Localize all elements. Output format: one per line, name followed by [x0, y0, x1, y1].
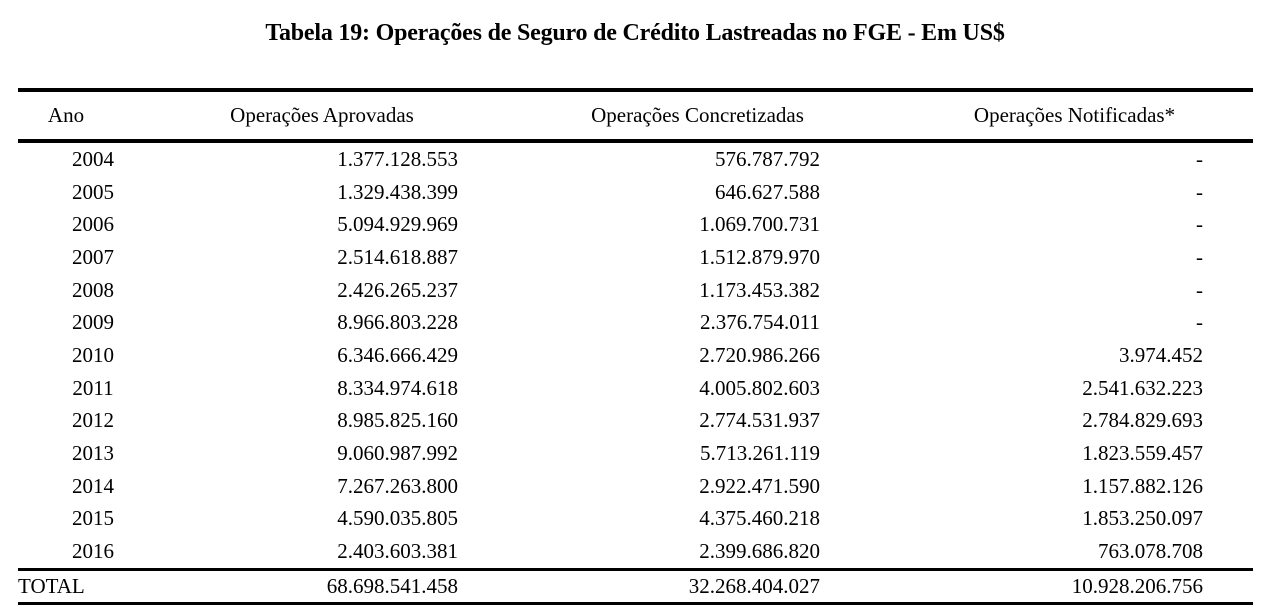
year-cell: 2008 [72, 277, 114, 302]
total-aprovadas-cell: 68.698.541.458 [150, 567, 480, 605]
aprovadas-cell: 2.514.618.887 [337, 244, 458, 269]
notificadas-cell: - [1196, 179, 1203, 204]
concretizadas-cell: 4.005.802.603 [699, 375, 820, 400]
year-cell: 2015 [72, 506, 114, 531]
total-concretizadas-cell: 32.268.404.027 [480, 567, 870, 605]
year-cell: 2006 [72, 212, 114, 237]
concretizadas-cell: 1.069.700.731 [699, 212, 820, 237]
notificadas-cell: - [1196, 310, 1203, 335]
notificadas-cell: 1.157.882.126 [1082, 473, 1203, 498]
notificadas-cell: - [1196, 212, 1203, 237]
table-row: 2014 7.267.263.800 2.922.471.590 1.157.8… [18, 470, 1253, 503]
table-row: 2004 1.377.128.553 576.787.792 - [18, 141, 1253, 176]
total-row: TOTAL 68.698.541.458 32.268.404.027 10.9… [18, 567, 1253, 605]
notificadas-cell: - [1196, 146, 1203, 171]
aprovadas-cell: 8.985.825.160 [337, 408, 458, 433]
concretizadas-cell: 5.713.261.119 [700, 441, 820, 466]
aprovadas-cell: 9.060.987.992 [337, 441, 458, 466]
aprovadas-cell: 7.267.263.800 [337, 473, 458, 498]
table-row: 2013 9.060.987.992 5.713.261.119 1.823.5… [18, 437, 1253, 470]
header-row: Ano Operações Aprovadas Operações Concre… [18, 88, 1253, 143]
total-label-cell: TOTAL [18, 567, 150, 605]
column-header-aprovadas: Operações Aprovadas [150, 88, 480, 143]
concretizadas-cell: 2.399.686.820 [699, 539, 820, 564]
notificadas-cell: 2.784.829.693 [1082, 408, 1203, 433]
aprovadas-cell: 5.094.929.969 [337, 212, 458, 237]
fge-operations-table: Ano Operações Aprovadas Operações Concre… [18, 88, 1253, 605]
year-cell: 2010 [72, 342, 114, 367]
notificadas-cell: 1.853.250.097 [1082, 506, 1203, 531]
aprovadas-cell: 8.334.974.618 [337, 375, 458, 400]
notificadas-cell: 3.974.452 [1119, 342, 1203, 367]
total-notificadas-cell: 10.928.206.756 [870, 567, 1253, 605]
concretizadas-cell: 2.774.531.937 [699, 408, 820, 433]
aprovadas-cell: 1.377.128.553 [337, 146, 458, 171]
aprovadas-cell: 6.346.666.429 [337, 342, 458, 367]
table-body: 2004 1.377.128.553 576.787.792 - 2005 1.… [18, 141, 1253, 605]
concretizadas-cell: 2.376.754.011 [700, 310, 820, 335]
concretizadas-cell: 4.375.460.218 [699, 506, 820, 531]
table-header: Ano Operações Aprovadas Operações Concre… [18, 88, 1253, 143]
table-row: 2015 4.590.035.805 4.375.460.218 1.853.2… [18, 503, 1253, 536]
table-row: 2005 1.329.438.399 646.627.588 - [18, 176, 1253, 209]
year-cell: 2004 [72, 146, 114, 171]
concretizadas-cell: 2.922.471.590 [699, 473, 820, 498]
notificadas-cell: - [1196, 277, 1203, 302]
table-row: 2006 5.094.929.969 1.069.700.731 - [18, 208, 1253, 241]
year-cell: 2005 [72, 179, 114, 204]
notificadas-cell: 2.541.632.223 [1082, 375, 1203, 400]
concretizadas-cell: 1.173.453.382 [699, 277, 820, 302]
year-cell: 2009 [72, 310, 114, 335]
year-cell: 2016 [72, 539, 114, 564]
column-header-concretizadas: Operações Concretizadas [480, 88, 870, 143]
concretizadas-cell: 646.627.588 [715, 179, 820, 204]
year-cell: 2007 [72, 244, 114, 269]
table-row: 2009 8.966.803.228 2.376.754.011 - [18, 306, 1253, 339]
aprovadas-cell: 8.966.803.228 [337, 310, 458, 335]
concretizadas-cell: 576.787.792 [715, 146, 820, 171]
table-row: 2011 8.334.974.618 4.005.802.603 2.541.6… [18, 372, 1253, 405]
notificadas-cell: 1.823.559.457 [1082, 441, 1203, 466]
year-cell: 2013 [72, 441, 114, 466]
table-row: 2012 8.985.825.160 2.774.531.937 2.784.8… [18, 405, 1253, 438]
year-cell: 2011 [72, 375, 114, 400]
concretizadas-cell: 1.512.879.970 [699, 244, 820, 269]
table-row: 2010 6.346.666.429 2.720.986.266 3.974.4… [18, 339, 1253, 372]
aprovadas-cell: 1.329.438.399 [337, 179, 458, 204]
year-cell: 2012 [72, 408, 114, 433]
table-row: 2007 2.514.618.887 1.512.879.970 - [18, 241, 1253, 274]
aprovadas-cell: 4.590.035.805 [337, 506, 458, 531]
notificadas-cell: - [1196, 244, 1203, 269]
concretizadas-cell: 2.720.986.266 [699, 342, 820, 367]
notificadas-cell: 763.078.708 [1098, 539, 1203, 564]
table-row: 2016 2.403.603.381 2.399.686.820 763.078… [18, 535, 1253, 569]
aprovadas-cell: 2.403.603.381 [337, 539, 458, 564]
table-title: Tabela 19: Operações de Seguro de Crédit… [265, 20, 1005, 46]
table-row: 2008 2.426.265.237 1.173.453.382 - [18, 274, 1253, 307]
aprovadas-cell: 2.426.265.237 [337, 277, 458, 302]
year-cell: 2014 [72, 473, 114, 498]
column-header-ano: Ano [18, 88, 150, 143]
column-header-notificadas: Operações Notificadas* [870, 88, 1253, 143]
